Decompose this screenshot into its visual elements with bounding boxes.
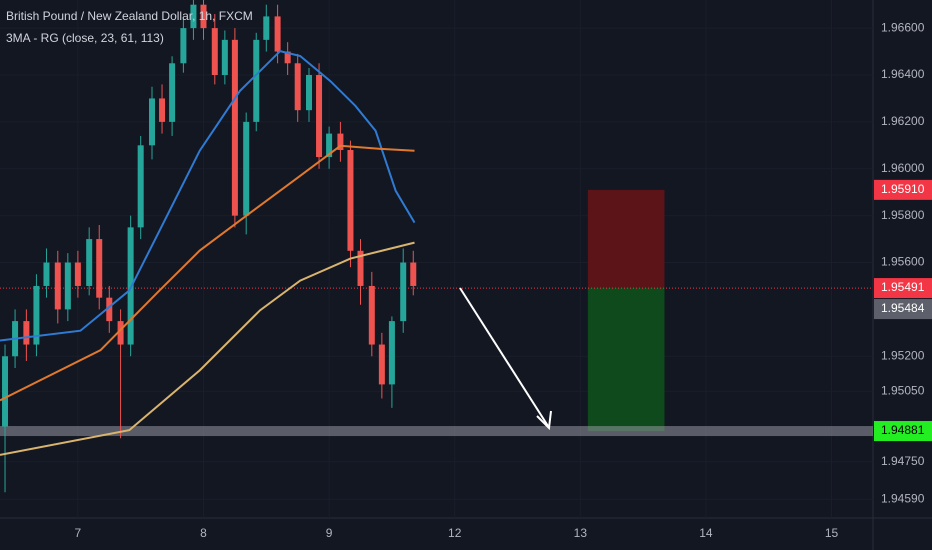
candle-body — [86, 239, 93, 286]
y-tick-label: 1.94590 — [881, 491, 925, 505]
candle-body — [54, 262, 61, 310]
y-tick-label: 1.96400 — [881, 67, 925, 81]
candle-body — [316, 75, 323, 158]
price-label-bg — [874, 299, 932, 320]
candle-body — [117, 321, 124, 345]
chart-title: British Pound / New Zealand Dollar, 1h, … — [6, 9, 253, 23]
candle-body — [211, 28, 218, 76]
x-tick-label: 13 — [574, 526, 588, 540]
price-label: 1.95484 — [881, 301, 925, 315]
arrow — [459, 287, 549, 427]
y-tick-label: 1.95600 — [881, 255, 925, 269]
candle-body — [106, 297, 113, 322]
y-tick-label: 1.95200 — [881, 348, 925, 362]
y-tick-label: 1.94750 — [881, 454, 925, 468]
x-tick-label: 7 — [75, 526, 82, 540]
plot — [0, 0, 873, 493]
price-label-bg — [874, 421, 932, 442]
candle-body — [243, 121, 250, 216]
candle-body — [274, 16, 281, 52]
y-tick-label: 1.96600 — [881, 20, 925, 34]
price-label-bg — [874, 179, 932, 200]
candle-body — [253, 39, 260, 122]
candle-body — [284, 51, 291, 64]
candle-body — [159, 98, 166, 122]
candle-body — [400, 262, 407, 322]
candle-body — [137, 145, 144, 228]
price-label: 1.95491 — [881, 280, 925, 294]
candle-body — [148, 98, 155, 146]
price-label: 1.95910 — [881, 182, 925, 196]
candle-body — [326, 133, 333, 158]
candle-body — [368, 285, 375, 345]
moving-average — [0, 49, 416, 342]
y-tick-label: 1.96000 — [881, 161, 925, 175]
moving-average — [0, 241, 415, 456]
x-tick-label: 15 — [825, 526, 839, 540]
candle-body — [96, 239, 103, 298]
candle-body — [306, 75, 313, 111]
candle-body — [294, 63, 301, 111]
candle-body — [23, 321, 30, 345]
candle-body — [43, 262, 50, 286]
candle-body — [180, 28, 187, 64]
candle-body — [337, 133, 344, 151]
y-tick-label: 1.95050 — [881, 384, 925, 398]
moving-average — [0, 144, 415, 402]
candle-body — [378, 344, 385, 385]
candle-body — [64, 262, 71, 310]
candle-body — [74, 262, 81, 286]
candle-body — [2, 356, 9, 427]
stop-zone — [587, 189, 665, 289]
y-tick-label: 1.96200 — [881, 114, 925, 128]
candle-body — [263, 16, 270, 40]
target-zone — [587, 288, 665, 432]
candle-body — [221, 39, 228, 76]
x-tick-label: 8 — [200, 526, 207, 540]
x-tick-label: 12 — [448, 526, 462, 540]
x-tick-label: 14 — [699, 526, 713, 540]
candle-body — [190, 4, 197, 29]
candle-body — [357, 250, 364, 286]
price-label-bg — [874, 278, 932, 299]
x-tick-label: 9 — [326, 526, 333, 540]
price-label: 1.94881 — [881, 423, 925, 437]
candle-body — [200, 4, 207, 29]
candle-body — [169, 63, 176, 122]
y-tick-label: 1.95800 — [881, 208, 925, 222]
indicator-label: 3MA - RG (close, 23, 61, 113) — [6, 31, 164, 45]
candle-body — [231, 39, 238, 216]
candle-body — [410, 262, 417, 286]
support-band — [0, 426, 873, 437]
candle-body — [347, 150, 354, 251]
candle-body — [388, 321, 395, 385]
arrow-head — [536, 410, 552, 431]
candle-body — [33, 285, 40, 345]
